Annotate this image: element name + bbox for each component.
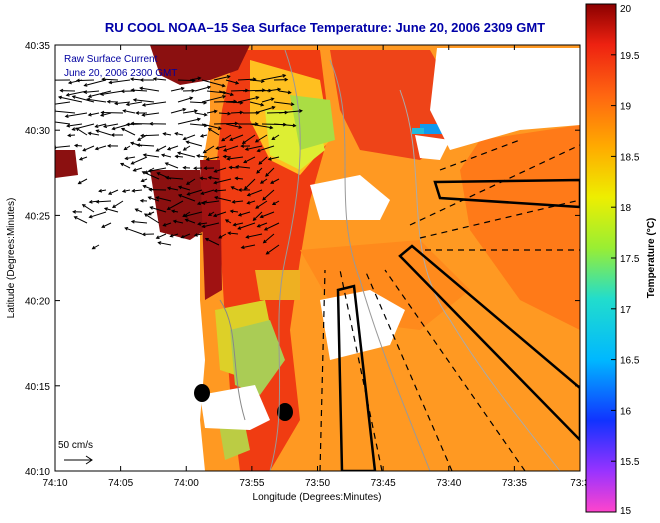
y-axis-label: Latitude (Degrees:Minutes) [6, 198, 17, 319]
x-tick-label: 73:50 [305, 478, 330, 489]
y-tick-label: 40:10 [25, 467, 50, 478]
y-tick-label: 40:30 [25, 126, 50, 137]
colorbar-tick-label: 20 [620, 4, 632, 15]
x-tick-label: 74:10 [42, 478, 67, 489]
colorbar-tick-label: 19 [620, 102, 632, 113]
y-tick-label: 40:35 [25, 41, 50, 52]
y-tick-label: 40:20 [25, 297, 50, 308]
x-tick-label: 73:55 [239, 478, 264, 489]
x-tick-label: 73:40 [436, 478, 461, 489]
y-tick-label: 40:25 [25, 211, 50, 222]
sst-field [49, 45, 580, 471]
colorbar-tick-label: 15 [620, 506, 632, 517]
x-tick-label: 74:00 [174, 478, 199, 489]
colorbar-tick-label: 19.5 [620, 51, 640, 62]
x-tick-label: 73:45 [371, 478, 396, 489]
colorbar-tick-label: 17.5 [620, 254, 640, 265]
colorbar-tick-label: 16 [620, 406, 632, 417]
colorbar-tick-label: 17 [620, 305, 632, 316]
x-tick-label: 74:05 [108, 478, 133, 489]
colorbar-tick-label: 18 [620, 203, 632, 214]
overlay-line-1: Raw Surface Current [64, 54, 157, 65]
figure-title: RU COOL NOAA–15 Sea Surface Temperature:… [70, 20, 580, 35]
y-tick-label: 40:15 [25, 382, 50, 393]
x-tick-label: 73:35 [502, 478, 527, 489]
x-axis-label: Longitude (Degrees:Minutes) [253, 492, 382, 503]
colorbar-tick-label: 18.5 [620, 152, 640, 163]
scale-label: 50 cm/s [58, 440, 93, 451]
colorbar-label: Temperature (°C) [646, 218, 657, 299]
overlay-line-2: June 20, 2006 2300 GMT [64, 68, 177, 79]
colorbar-tick-label: 16.5 [620, 356, 640, 367]
colorbar-tick-label: 15.5 [620, 457, 640, 468]
